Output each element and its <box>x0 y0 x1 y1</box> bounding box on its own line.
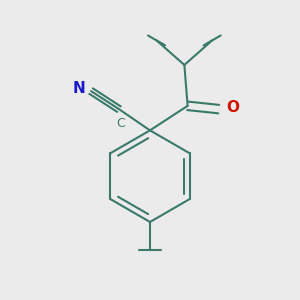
Text: O: O <box>226 100 239 115</box>
Text: C: C <box>116 117 125 130</box>
Text: N: N <box>73 81 85 96</box>
